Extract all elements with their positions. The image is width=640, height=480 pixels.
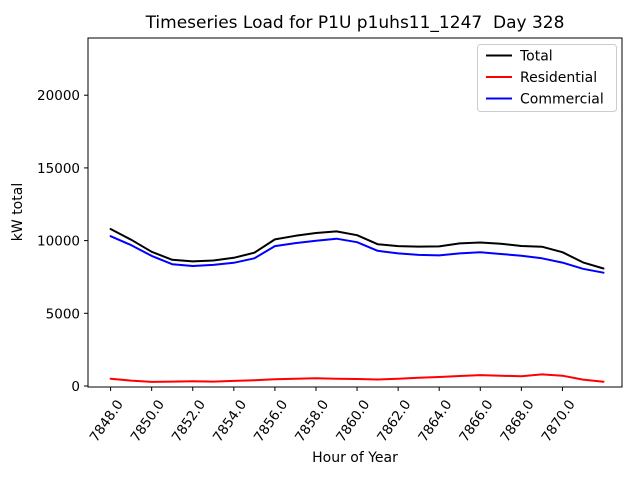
y-axis-ticks: 0 5000 10000 15000 20000 — [37, 88, 88, 395]
series-lines — [109, 228, 605, 383]
series-line-total — [109, 228, 605, 270]
x-tick-label: 7862.0 — [374, 397, 414, 445]
legend-box — [477, 44, 617, 112]
x-tick-label: 7858.0 — [292, 397, 332, 445]
x-tick-label: 7866.0 — [456, 397, 496, 445]
x-axis-ticks: 7848.0 7850.0 7852.0 7854.0 7856.0 7858.0 7860… — [87, 387, 579, 445]
legend-label-total: Total — [519, 49, 553, 65]
x-tick-label: 7850.0 — [128, 397, 168, 445]
y-tick-label: 20000 — [37, 88, 80, 104]
y-tick-label: 15000 — [37, 161, 80, 177]
y-tick-label: 5000 — [46, 306, 80, 322]
series-line-residential — [109, 373, 605, 383]
legend-label-residential: Residential — [520, 70, 597, 86]
x-tick-label: 7856.0 — [251, 397, 291, 445]
x-tick-label: 7854.0 — [210, 397, 250, 445]
x-tick-label: 7852.0 — [169, 397, 209, 445]
x-axis-label: Hour of Year — [312, 450, 398, 466]
x-tick-label: 7870.0 — [539, 397, 579, 445]
x-tick-label: 7860.0 — [333, 397, 373, 445]
series-line-commercial — [109, 235, 605, 274]
y-axis-label: kW total — [10, 183, 26, 241]
y-tick-label: 0 — [71, 379, 80, 395]
x-tick-label: 7848.0 — [87, 397, 127, 445]
chart-title: Timeseries Load for P1U p1uhs11_1247 Day… — [145, 13, 565, 33]
x-tick-label: 7868.0 — [497, 397, 537, 445]
legend-label-commercial: Commercial — [520, 92, 604, 108]
legend: Total Residential Commercial — [477, 44, 617, 112]
plot-area — [87, 37, 623, 388]
x-tick-label: 7864.0 — [415, 397, 455, 445]
y-tick-label: 10000 — [37, 234, 80, 250]
